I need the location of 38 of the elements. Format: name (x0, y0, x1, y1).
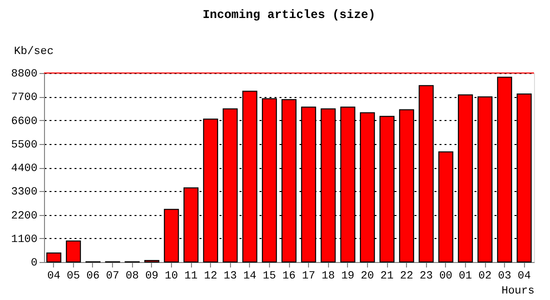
y-tick-label: 1100 (11, 234, 38, 246)
x-tick-label: 23 (420, 270, 433, 282)
y-axis-title: Kb/sec (14, 46, 54, 58)
x-tick-label: 21 (380, 270, 394, 282)
y-tick-label: 5500 (11, 139, 38, 152)
x-tick-label: 12 (204, 270, 218, 282)
y-tick-label: 2200 (11, 210, 38, 222)
x-tick-label: 16 (282, 270, 296, 282)
x-tick-label: 19 (341, 270, 354, 282)
x-tick-label: 01 (458, 270, 472, 282)
x-tick-label: 02 (478, 270, 492, 282)
y-tick-label: 4400 (11, 163, 38, 175)
x-tick-label: 11 (184, 270, 198, 282)
x-tick-label: 00 (439, 270, 452, 282)
y-tick-label: 0 (30, 258, 38, 270)
x-tick-label: 07 (106, 270, 120, 282)
x-tick-label: 10 (164, 270, 178, 282)
x-tick-label: 14 (243, 270, 257, 282)
x-tick-label: 18 (322, 270, 335, 282)
x-tick-label: 15 (262, 270, 276, 282)
x-tick-label: 05 (66, 270, 80, 282)
y-tick-label: 6600 (11, 116, 38, 128)
y-tick-label: 7700 (11, 92, 38, 104)
bar (46, 252, 62, 262)
x-tick-label: 09 (145, 270, 158, 282)
y-tick-label: 3300 (11, 186, 38, 199)
y-tick-label: 8800 (11, 68, 38, 80)
x-tick-label: 04 (518, 270, 532, 282)
x-tick-label: 20 (360, 270, 374, 282)
x-tick-label: 22 (400, 270, 414, 282)
x-tick-label: 03 (498, 270, 512, 282)
x-tick-label: 13 (224, 270, 237, 282)
x-tick-label: 08 (126, 270, 139, 282)
x-tick-label: 17 (302, 270, 316, 282)
x-tick-label: 06 (86, 270, 100, 282)
chart-title: Incoming articles (size) (202, 8, 376, 22)
x-axis-title: Hours (501, 286, 534, 298)
x-tick-label: 04 (47, 270, 61, 282)
